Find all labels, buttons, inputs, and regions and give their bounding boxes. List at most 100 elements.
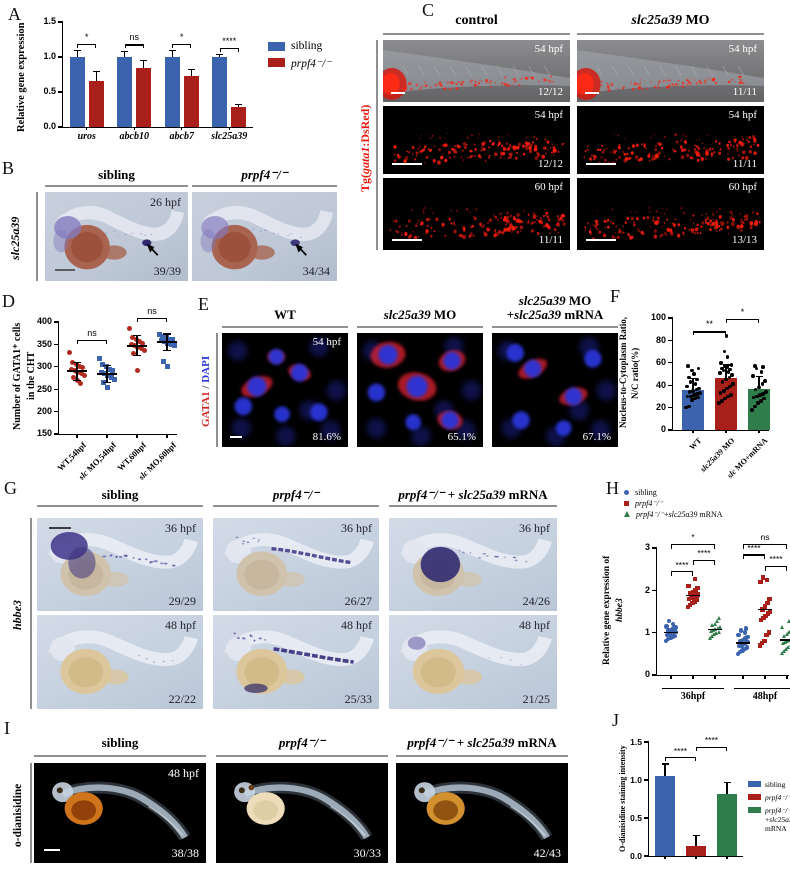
legend-marker-rescue [624,511,630,517]
panel-g-col1-header: sibling [101,487,139,502]
panel-b-col2-header: prpf4⁻/⁻ [241,167,288,182]
scale-bar [586,238,616,241]
timepoint-label: 36 hpf [519,521,550,535]
scale-bar [392,238,422,241]
embryo-odia-sibling: 48 hpf 38/38 [34,763,206,863]
count-label: 13/13 [731,234,757,246]
chart-j-plot: 0.0 0.5 1.0 1.5 **** **** [630,735,743,861]
legend-item: sibling [624,488,723,497]
count-label: 34/34 [302,264,330,278]
legend-label: prpf4⁻/⁻ [635,499,664,508]
divider [34,755,206,757]
embryo-hbbe3-sibling-36hpf: 36 hpf 29/29 [37,518,203,611]
scale-bar [391,92,405,94]
panel-i-col2-header: prpf4⁻/⁻ [278,735,326,750]
divider [30,518,32,709]
legend-item: prpf4⁻/⁻ [268,56,331,70]
count-label: 12/12 [537,86,563,98]
scale-bar [586,162,616,165]
panel-g-label: G [4,478,17,498]
chart-a-legend: sibling prpf4⁻/⁻ [268,40,331,74]
count-label: 42/43 [533,846,561,860]
legend-label: sibling [635,488,657,497]
embryo-hbbe3-rescue-48hpf: 48 hpf 21/25 [389,615,557,709]
chart-d-ylabel-line2: in the CHT [26,351,37,401]
chart-j-legend: sibling prpf4⁻/⁻ prpf4⁻/⁻ +slc25a39 mRNA [748,780,790,837]
legend-item: prpf4⁻/⁻ [748,793,790,802]
panel-c-col2-header: slc25a39 MO [631,13,710,28]
legend-item: prpf4⁻/⁻ [624,499,723,508]
legend-label-line2: +slc25a39 mRNA [765,815,790,833]
embryo-insitu-sibling-26hpf: 26 hpf 39/39 [45,192,188,281]
divider [213,505,379,507]
micrograph-mo-fluor-60hpf: 60 hpf 13/13 [577,178,764,250]
legend-label: sibling [765,780,786,789]
count-label: 24/26 [522,594,550,608]
count-label: 30/33 [353,846,381,860]
embryo-hbbe3-mutant-48hpf: 48 hpf 25/33 [213,615,379,709]
cells-rescue: 67.1% [492,333,618,447]
count-label: 12/12 [537,158,563,170]
chart-a-plot: 0.0 0.5 1.0 1.5 * uros ns abcb10 * abcb7 **** slc25… [43,16,253,142]
panel-b-side-label: slc25a39 [8,216,22,260]
panel-i-col1-header: sibling [101,735,139,750]
percent-label: 81.6% [312,431,341,443]
panel-g-side-label: hbbe3 [10,600,24,630]
percent-label: 67.1% [582,431,611,443]
micrograph-mo-fluor-54hpf: 54 hpf 11/11 [577,106,764,174]
legend-label: prpf4⁻/⁻+slc25a39 mRNA [636,510,723,519]
panel-e-side-label: GATA1 / DAPI [200,355,212,427]
legend-swatch-sibling [748,781,761,787]
count-label: 11/11 [732,158,757,170]
legend-item: prpf4⁻/⁻+slc25a39 mRNA [624,510,723,519]
timepoint-label: 48 hpf [165,618,196,632]
divider [376,40,378,250]
legend-label: sibling [291,40,323,52]
divider [37,505,203,507]
legend-item: sibling [748,780,790,789]
panel-g-col3-header: prpf4⁻/⁻ + slc25a39 mRNA [398,487,548,502]
divider [216,755,388,757]
scale-bar [44,849,60,851]
divider [383,33,570,35]
count-label: 25/33 [344,692,372,706]
chart-f-ylabel-line2: N/C ratio(%) [630,347,640,399]
panel-i-label: I [4,718,10,738]
panel-i-col3-header: prpf4⁻/⁻ + slc25a39 mRNA [407,735,557,750]
timepoint-label: 48 hpf [341,618,372,632]
count-label: 11/11 [538,234,563,246]
divider [222,326,348,328]
panel-e-col3-header-line2: +slc25a39 mRNA [506,307,604,322]
divider [36,192,38,281]
embryo-hbbe3-sibling-48hpf: 48 hpf 22/22 [37,615,203,709]
timepoint-label: 48 hpf [168,766,199,780]
legend-item: prpf4⁻/⁻ +slc25a39 mRNA [748,806,790,833]
chart-d-plot: 150 200 250 300 350 400 WT,54hpf slc MO,54hpf WT… [36,306,179,482]
timepoint-label: 54 hpf [534,109,563,121]
chart-f-ylabel-line1: Nucleus-to-Cytoplasm Ratio, [618,317,628,429]
panel-b-label: B [2,158,15,178]
divider [357,326,483,328]
panel-g-col2-header: prpf4⁻/⁻ [272,487,320,502]
panel-e-col1-header: WT [274,307,296,322]
timepoint-label: 36 hpf [341,521,372,535]
timepoint-label: 60 hpf [534,181,563,193]
embryo-odia-rescue: 42/43 [396,763,568,863]
timepoint-label: 54 hpf [534,43,563,55]
micrograph-control-merge-54hpf: 54 hpf 12/12 [383,40,570,102]
scale-bar [49,527,71,529]
count-label: 22/22 [168,692,196,706]
chart-f-plot: 0 20 40 60 80 100 WT slc25a39 MO slc MO+mRNA ** * [650,307,770,480]
panel-c-label: C [422,0,435,20]
divider [396,755,568,757]
chart-j-ylabel: O-dianisidine staining intensity [618,745,627,853]
count-label: 21/25 [522,692,550,706]
legend-label-line1: prpf4⁻/⁻ [765,806,790,815]
chart-h-legend: sibling prpf4⁻/⁻ prpf4⁻/⁻+slc25a39 mRNA [624,488,723,521]
micrograph-mo-merge-54hpf: 54 hpf 11/11 [577,40,764,102]
timepoint-label: 54 hpf [312,336,341,348]
divider [192,185,337,187]
panel-e-col3-header-line1: slc25a39 MO [518,293,592,308]
timepoint-label: 36 hpf [165,521,196,535]
divider [216,333,218,447]
